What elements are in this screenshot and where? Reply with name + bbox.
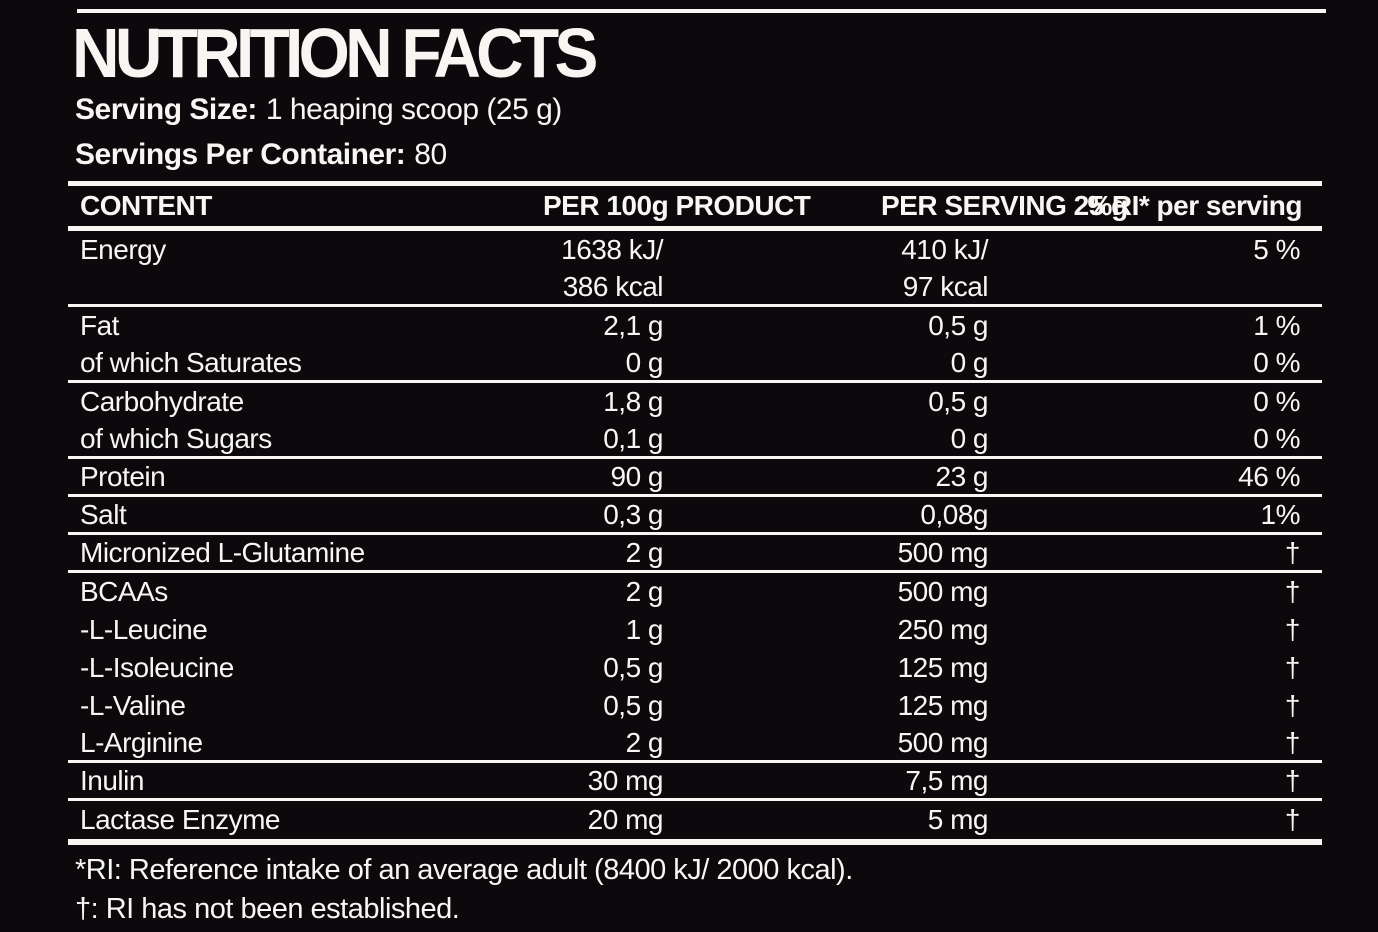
table-row: Micronized L-Glutamine 2 g 500 mg † — [68, 535, 1322, 573]
column-header-ri: %RI* per serving — [1087, 190, 1302, 221]
table-row: of which Saturates 0 g 0 g 0 % — [68, 345, 1322, 383]
serving-size-label: Serving Size: — [75, 93, 257, 126]
row-per-100g-value: 2 g — [625, 536, 664, 568]
table-row: L-Arginine 2 g 500 mg † — [68, 725, 1322, 763]
row-content-name: Salt — [80, 498, 127, 530]
row-ri-value: † — [1284, 690, 1301, 721]
row-content-name: Protein — [80, 460, 166, 492]
table-body: Energy 1638 kJ/ 410 kJ/ 5 % 386 kcal 97 … — [68, 231, 1322, 845]
row-per-100g-value: 1638 kJ/ — [561, 234, 663, 265]
table-row: Protein 90 g 23 g 46 % — [68, 459, 1322, 497]
row-content-name: Fat — [80, 310, 119, 341]
row-per-serving-value: 125 mg — [897, 690, 989, 721]
row-per-serving-value: 500 mg — [897, 536, 989, 568]
table-row: 386 kcal 97 kcal — [68, 269, 1322, 307]
row-per-100g-value: 2 g — [625, 726, 664, 758]
row-per-serving-value: 97 kcal — [902, 270, 989, 302]
table-row: Lactase Enzyme 20 mg 5 mg † — [68, 801, 1322, 839]
row-per-100g-value: 0,1 g — [603, 422, 663, 454]
table-row: -L-Valine 0,5 g 125 mg † — [68, 687, 1322, 725]
row-content-name: of which Sugars — [80, 422, 272, 454]
row-ri-value: † — [1284, 764, 1301, 796]
servings-per-container-label: Servings Per Container: — [75, 138, 406, 171]
row-ri-value: 0 % — [1253, 346, 1300, 378]
row-ri-value: † — [1284, 614, 1301, 645]
row-ri-value: 0 % — [1253, 386, 1300, 417]
page-title: NUTRITION FACTS — [72, 14, 598, 92]
column-header-per-serving: PER SERVING 25 g — [881, 190, 1128, 221]
row-content-name: -L-Leucine — [80, 614, 208, 645]
row-per-serving-value: 7,5 mg — [905, 764, 988, 796]
row-ri-value: 1 % — [1253, 310, 1300, 341]
row-content-name: Carbohydrate — [80, 386, 244, 417]
table-row: Fat 2,1 g 0,5 g 1 % — [68, 307, 1322, 345]
row-per-serving-value: 500 mg — [897, 726, 989, 758]
footnote-reference-intake: *RI: Reference intake of an average adul… — [75, 854, 853, 886]
row-ri-value: † — [1284, 726, 1301, 758]
row-per-100g-value: 0,5 g — [603, 690, 663, 721]
row-per-serving-value: 500 mg — [897, 576, 989, 607]
table-row: Inulin 30 mg 7,5 mg † — [68, 763, 1322, 801]
table-row: Energy 1638 kJ/ 410 kJ/ 5 % — [68, 231, 1322, 269]
serving-size-value: 1 heaping scoop (25 g) — [265, 93, 562, 126]
row-ri-value: 5 % — [1253, 234, 1300, 265]
nutrition-table: CONTENT PER 100g PRODUCT PER SERVING 25 … — [68, 181, 1322, 845]
table-row: -L-Leucine 1 g 250 mg † — [68, 611, 1322, 649]
row-content-name: BCAAs — [80, 576, 168, 607]
row-content-name: Energy — [80, 234, 166, 265]
footnote-ri-not-established: †: RI has not been established. — [75, 893, 460, 925]
row-per-serving-value: 0 g — [950, 422, 989, 454]
column-header-content: CONTENT — [80, 190, 212, 221]
servings-per-container-value: 80 — [414, 138, 447, 171]
column-header-per-100g: PER 100g PRODUCT — [543, 190, 811, 221]
row-per-100g-value: 1,8 g — [603, 386, 663, 417]
row-ri-value: 46 % — [1238, 460, 1300, 492]
row-content-name: Inulin — [80, 764, 144, 796]
row-ri-value: † — [1284, 536, 1301, 568]
row-per-100g-value: 2,1 g — [603, 310, 663, 341]
row-content-name: of which Saturates — [80, 346, 302, 378]
table-header-row: CONTENT PER 100g PRODUCT PER SERVING 25 … — [68, 186, 1322, 231]
row-ri-value: 1% — [1260, 498, 1301, 530]
row-content-name: Micronized L-Glutamine — [80, 536, 365, 568]
row-per-serving-value: 0,5 g — [928, 310, 988, 341]
row-per-100g-value: 0,5 g — [603, 652, 663, 683]
row-content-name: -L-Valine — [80, 690, 186, 721]
row-per-100g-value: 2 g — [625, 576, 664, 607]
row-per-100g-value: 0,3 g — [603, 498, 663, 530]
row-per-100g-value: 30 mg — [587, 764, 664, 796]
row-per-serving-value: 0,08g — [920, 498, 988, 530]
top-rule — [77, 9, 1326, 13]
row-per-100g-value: 0 g — [625, 346, 664, 378]
row-per-serving-value: 125 mg — [897, 652, 989, 683]
row-ri-value: † — [1284, 576, 1301, 607]
row-per-100g-value: 1 g — [625, 614, 664, 645]
table-row: BCAAs 2 g 500 mg † — [68, 573, 1322, 611]
footnotes: *RI: Reference intake of an average adul… — [75, 851, 853, 929]
row-per-100g-value: 386 kcal — [562, 270, 664, 302]
servings-per-container-line: Servings Per Container: 80 — [75, 138, 447, 172]
row-per-100g-value: 90 g — [610, 460, 664, 492]
row-per-serving-value: 5 mg — [927, 804, 989, 835]
table-row: Carbohydrate 1,8 g 0,5 g 0 % — [68, 383, 1322, 421]
table-row: of which Sugars 0,1 g 0 g 0 % — [68, 421, 1322, 459]
row-per-serving-value: 0,5 g — [928, 386, 988, 417]
row-per-serving-value: 23 g — [935, 460, 989, 492]
row-per-100g-value: 20 mg — [587, 804, 664, 835]
row-content-name: -L-Isoleucine — [80, 652, 234, 683]
row-per-serving-value: 410 kJ/ — [901, 234, 988, 265]
row-content-name: Lactase Enzyme — [80, 804, 281, 835]
row-content-name: L-Arginine — [80, 726, 203, 758]
row-per-serving-value: 250 mg — [897, 614, 989, 645]
row-per-serving-value: 0 g — [950, 346, 989, 378]
table-row: Salt 0,3 g 0,08g 1% — [68, 497, 1322, 535]
row-ri-value: † — [1284, 804, 1301, 835]
table-row: -L-Isoleucine 0,5 g 125 mg † — [68, 649, 1322, 687]
row-ri-value: 0 % — [1253, 422, 1300, 454]
row-ri-value: † — [1284, 652, 1301, 683]
serving-size-line: Serving Size: 1 heaping scoop (25 g) — [75, 93, 562, 127]
